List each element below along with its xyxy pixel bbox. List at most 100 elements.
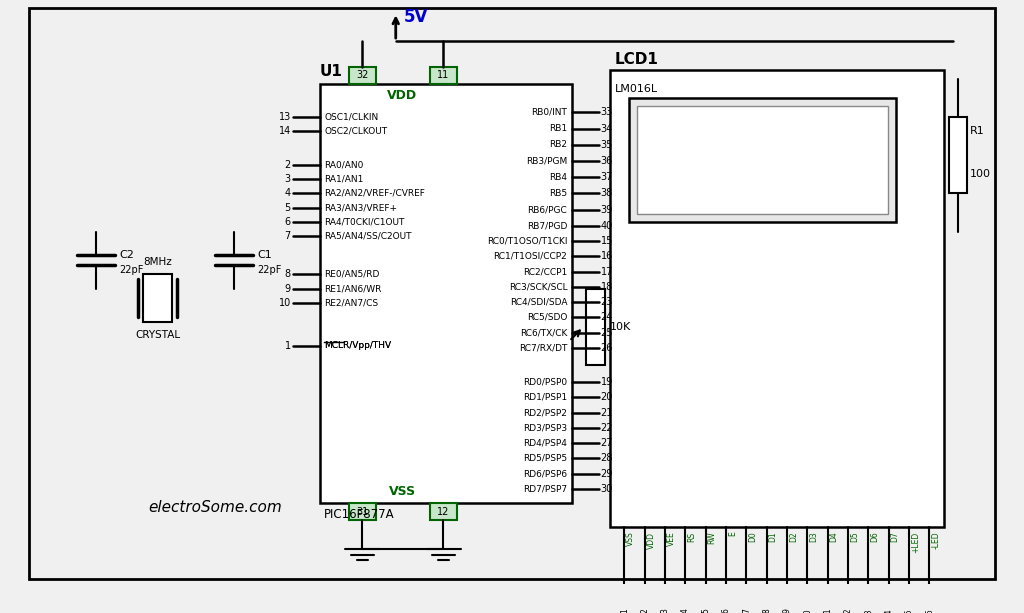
Text: 27: 27 [601, 438, 613, 448]
Text: 23: 23 [601, 297, 613, 307]
Text: 4: 4 [681, 608, 690, 613]
Text: RB5: RB5 [549, 189, 567, 198]
Text: 6: 6 [285, 217, 291, 227]
Text: RD5/PSP5: RD5/PSP5 [523, 454, 567, 463]
Text: RC4/SDI/SDA: RC4/SDI/SDA [510, 297, 567, 306]
Text: VEE: VEE [667, 531, 676, 546]
Text: RE1/AN6/WR: RE1/AN6/WR [325, 284, 382, 293]
Text: RD0/PSP0: RD0/PSP0 [523, 378, 567, 387]
Text: 16: 16 [925, 608, 934, 613]
Text: 1: 1 [620, 608, 629, 613]
Text: RC1/T1OSI/CCP2: RC1/T1OSI/CCP2 [494, 252, 567, 261]
Text: OSC1/CLKIN: OSC1/CLKIN [325, 113, 379, 122]
Text: RA0/AN0: RA0/AN0 [325, 161, 364, 169]
Text: 30: 30 [601, 484, 613, 494]
Text: 7: 7 [742, 608, 751, 613]
Text: 20: 20 [601, 392, 613, 402]
Text: RC5/SDO: RC5/SDO [527, 313, 567, 322]
Text: RB3/PGM: RB3/PGM [526, 156, 567, 166]
Text: RB6/PGC: RB6/PGC [527, 205, 567, 214]
Text: 17: 17 [601, 267, 613, 276]
Text: 28: 28 [601, 454, 613, 463]
Text: MCLR/Vpp/THV: MCLR/Vpp/THV [325, 341, 391, 351]
Text: C2: C2 [120, 250, 134, 261]
Text: RD7/PSP7: RD7/PSP7 [523, 484, 567, 493]
Bar [430, 503, 457, 520]
Text: RW: RW [708, 531, 717, 544]
Text: 11: 11 [823, 608, 833, 613]
Text: D3: D3 [809, 531, 818, 543]
Text: 22pF: 22pF [258, 265, 282, 275]
Text: 18: 18 [601, 282, 613, 292]
Text: 5: 5 [701, 608, 711, 613]
Text: 9: 9 [782, 608, 792, 613]
Text: RB7/PGD: RB7/PGD [527, 221, 567, 230]
Bar [610, 69, 944, 527]
Text: 5V: 5V [403, 8, 428, 26]
Text: 40: 40 [601, 221, 613, 231]
Text: 3: 3 [285, 174, 291, 184]
Text: electroSome.com: electroSome.com [148, 500, 282, 516]
Text: 7: 7 [285, 231, 291, 242]
Text: 1: 1 [285, 341, 291, 351]
Text: RD2/PSP2: RD2/PSP2 [523, 408, 567, 417]
Bar [587, 289, 605, 365]
Text: RA3/AN3/VREF+: RA3/AN3/VREF+ [325, 204, 397, 212]
Text: RE0/AN5/RD: RE0/AN5/RD [325, 270, 380, 279]
Text: 9: 9 [285, 284, 291, 294]
Text: 32: 32 [356, 70, 369, 80]
Text: 4: 4 [285, 188, 291, 199]
Text: 5: 5 [285, 203, 291, 213]
Text: 34: 34 [601, 124, 613, 134]
Text: D6: D6 [870, 531, 880, 543]
Text: 35: 35 [601, 140, 613, 150]
Text: RC6/TX/CK: RC6/TX/CK [520, 328, 567, 337]
Bar [349, 67, 376, 84]
Text: D2: D2 [788, 531, 798, 543]
Text: RD3/PSP3: RD3/PSP3 [523, 424, 567, 432]
Text: RD6/PSP6: RD6/PSP6 [523, 469, 567, 478]
Text: RA4/T0CKI/C1OUT: RA4/T0CKI/C1OUT [325, 218, 404, 227]
Text: 11: 11 [437, 70, 450, 80]
Text: RB0/INT: RB0/INT [531, 108, 567, 117]
Text: C1: C1 [258, 250, 272, 261]
Bar [949, 117, 967, 194]
Text: 2: 2 [285, 160, 291, 170]
Text: U1: U1 [319, 64, 342, 79]
Bar [430, 67, 457, 84]
Text: 3: 3 [660, 608, 670, 613]
Text: MCLR/Vpp/THV: MCLR/Vpp/THV [325, 341, 391, 351]
Text: D5: D5 [850, 531, 859, 543]
Text: VSS: VSS [627, 531, 635, 546]
Text: 6: 6 [722, 608, 730, 613]
Text: RB2: RB2 [549, 140, 567, 150]
Text: 29: 29 [601, 468, 613, 479]
Text: 39: 39 [601, 205, 613, 215]
Text: 24: 24 [601, 312, 613, 322]
Text: 2: 2 [640, 608, 649, 613]
Text: 8: 8 [762, 608, 771, 613]
Text: 22: 22 [601, 423, 613, 433]
Text: 25: 25 [601, 327, 613, 338]
Text: 21: 21 [601, 408, 613, 417]
Text: 16: 16 [601, 251, 613, 261]
Text: RA1/AN1: RA1/AN1 [325, 175, 364, 184]
Text: 14: 14 [884, 608, 893, 613]
Text: 12: 12 [844, 608, 853, 613]
Text: 8: 8 [285, 270, 291, 280]
Text: R1: R1 [970, 126, 984, 137]
Bar [319, 84, 572, 503]
Text: VSS: VSS [389, 485, 416, 498]
Text: 37: 37 [601, 172, 613, 182]
Text: 14: 14 [279, 126, 291, 137]
Text: 100: 100 [970, 169, 990, 180]
Text: RA5/AN4/SS/C2OUT: RA5/AN4/SS/C2OUT [325, 232, 412, 241]
Text: RD4/PSP4: RD4/PSP4 [523, 438, 567, 447]
Bar [629, 98, 896, 222]
Text: 26: 26 [601, 343, 613, 353]
Text: PIC16F877A: PIC16F877A [325, 508, 395, 521]
Text: 15: 15 [904, 608, 913, 613]
Text: D7: D7 [891, 531, 900, 543]
Text: RB1: RB1 [549, 124, 567, 133]
Text: OSC2/CLKOUT: OSC2/CLKOUT [325, 127, 387, 136]
